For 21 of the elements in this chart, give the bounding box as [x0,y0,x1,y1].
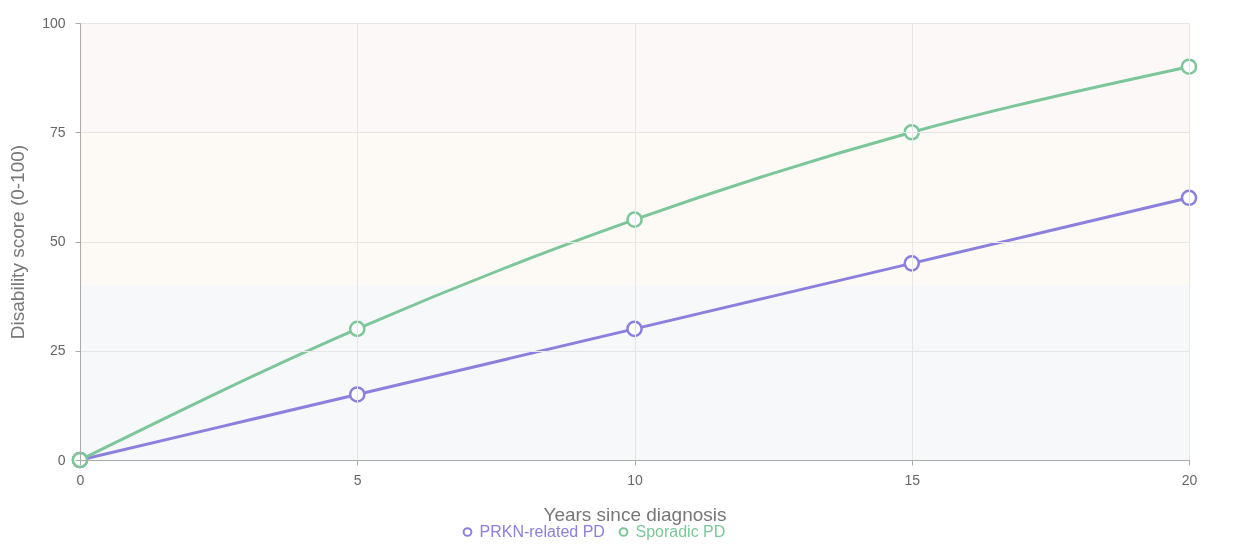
point [626,320,643,338]
y-tick-label: 0 [57,451,66,468]
legend-label: Sporadic PD [635,523,726,540]
x-tick-label: 5 [353,471,362,488]
x-tick-label: 0 [76,471,85,488]
y-tick-label: 75 [49,123,66,140]
legend-label: PRKN-related PD [479,523,605,540]
x-tick-label: 10 [627,471,643,488]
x-tick-label: 20 [1181,471,1198,488]
x-axis-title: Years since diagnosis [543,503,727,525]
point [348,320,366,338]
x-tick-label: 15 [904,471,921,488]
y-tick-label: 25 [49,342,66,359]
point [626,211,643,228]
y-axis-title: Disability score (0-100) [7,144,29,340]
point [1180,189,1198,207]
y-tick-label: 50 [49,233,66,249]
point [348,386,366,403]
point [903,255,921,272]
point [1180,58,1198,76]
y-tick-label: 100 [42,14,66,31]
